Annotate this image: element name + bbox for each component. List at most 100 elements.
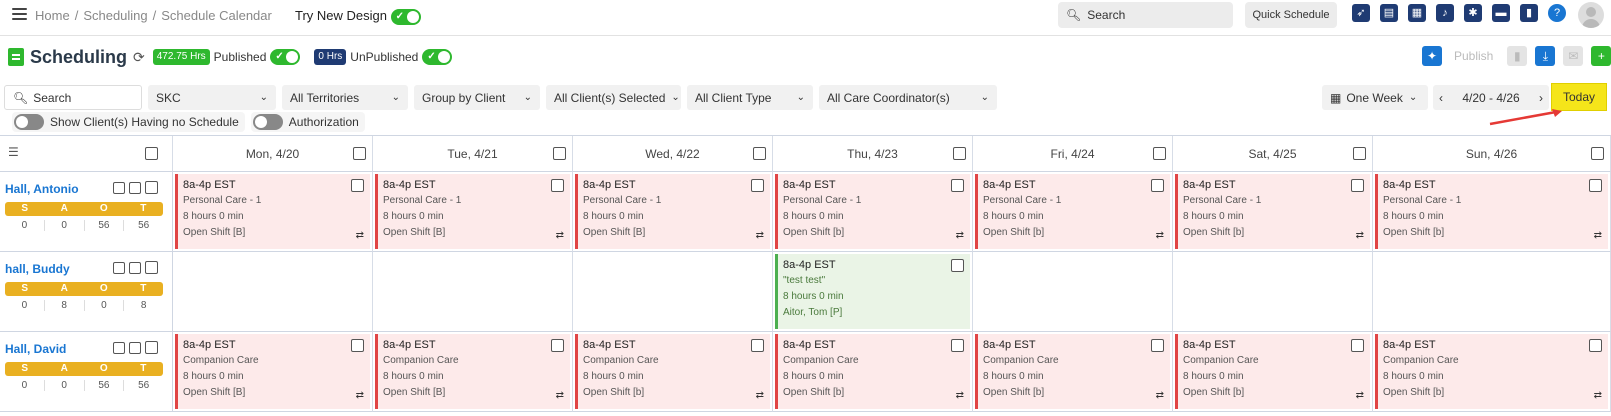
calendar-edit-icon[interactable] [113,181,125,194]
swap-icon[interactable]: ⇄ [755,390,764,401]
open-shift-card[interactable]: 8a-4p EST Personal Care - 1 8 hours 0 min O… [175,174,370,249]
sparkle-icon[interactable]: ✦ [1422,46,1442,66]
day-select-checkbox[interactable] [1353,147,1366,160]
download-icon[interactable]: ⤓ [1535,46,1556,66]
client-name-link[interactable]: hall, Buddy [5,262,70,276]
add-icon[interactable]: + [1591,46,1611,66]
assigned-shift-card[interactable]: 8a-4p EST "test test" 8 hours 0 min Aitor, … [775,254,970,329]
open-shift-card[interactable]: 8a-4p EST Personal Care - 1 8 hours 0 min O… [975,174,1170,249]
calendar-icon[interactable]: ▦ [1408,4,1426,22]
swap-icon[interactable]: ⇄ [1355,230,1364,241]
swap-icon[interactable]: ⇄ [555,390,564,401]
open-shift-card[interactable]: 8a-4p EST Personal Care - 1 8 hours 0 min O… [375,174,570,249]
open-shift-card[interactable]: 8a-4p EST Personal Care - 1 8 hours 0 min O… [1175,174,1370,249]
published-toggle[interactable]: ✓ [270,49,301,65]
open-shift-card[interactable]: 8a-4p EST Companion Care 8 hours 0 min Open… [975,334,1170,409]
swap-icon[interactable]: ⇄ [1155,230,1164,241]
open-shift-card[interactable]: 8a-4p EST Companion Care 8 hours 0 min Open… [375,334,570,409]
client-name-link[interactable]: Hall, Antonio [5,182,79,196]
territories-select[interactable]: All Territories ⌄ [282,85,408,110]
avatar[interactable] [1578,2,1604,28]
care-coordinator-select[interactable]: All Care Coordinator(s) ⌄ [819,85,997,110]
swap-icon[interactable]: ⇄ [955,390,964,401]
copy-icon[interactable]: ▮ [1507,46,1528,66]
shift-select-checkbox[interactable] [351,179,364,192]
document-icon[interactable]: ▤ [1380,4,1398,22]
shift-select-checkbox[interactable] [1151,339,1164,352]
client-select-checkbox[interactable] [145,261,158,274]
shift-select-checkbox[interactable] [1151,179,1164,192]
try-new-design-toggle[interactable]: ✓ [390,8,421,25]
shift-select-checkbox[interactable] [551,339,564,352]
open-shift-card[interactable]: 8a-4p EST Companion Care 8 hours 0 min Open… [1375,334,1608,409]
document-icon[interactable] [129,181,141,194]
client-search-input[interactable]: 🔍︎ Search [4,85,142,110]
day-select-checkbox[interactable] [553,147,566,160]
quick-schedule-button[interactable]: Quick Schedule [1245,2,1337,28]
top-search-input[interactable]: 🔍︎ Search [1058,2,1233,28]
shift-select-checkbox[interactable] [951,339,964,352]
day-select-checkbox[interactable] [953,147,966,160]
calendar-edit-icon[interactable] [113,341,125,354]
show-no-schedule-toggle[interactable] [14,114,44,130]
breadcrumb-scheduling[interactable]: Scheduling [83,8,148,23]
group-by-select[interactable]: Group by Client ⌄ [414,85,540,110]
shift-select-checkbox[interactable] [751,179,764,192]
calendar-edit-icon[interactable] [113,261,125,274]
select-all-checkbox[interactable] [145,147,158,160]
swap-icon[interactable]: ⇄ [955,230,964,241]
chevron-left-icon[interactable]: ‹ [1439,90,1443,105]
chevron-right-icon[interactable]: › [1539,90,1543,105]
document-icon[interactable] [129,341,141,354]
swap-icon[interactable]: ⇄ [555,230,564,241]
client-type-select[interactable]: All Client Type ⌄ [687,85,813,110]
open-shift-card[interactable]: 8a-4p EST Companion Care 8 hours 0 min Open… [1175,334,1370,409]
day-select-checkbox[interactable] [1153,147,1166,160]
publish-button[interactable]: Publish [1454,49,1494,63]
client-name-link[interactable]: Hall, David [5,342,67,356]
shift-select-checkbox[interactable] [1351,179,1364,192]
refresh-icon[interactable]: ⟳ [133,48,145,65]
swap-icon[interactable]: ⇄ [755,230,764,241]
open-shift-card[interactable]: 8a-4p EST Personal Care - 1 8 hours 0 min O… [775,174,970,249]
breadcrumb-home[interactable]: Home [35,8,70,23]
document-icon[interactable] [129,261,141,274]
view-select[interactable]: ▦ One Week ⌄ [1322,85,1428,110]
client-select-checkbox[interactable] [145,341,158,354]
sort-icon[interactable]: ☰ [8,145,19,159]
bell-icon[interactable]: ♪ [1436,4,1454,22]
shift-select-checkbox[interactable] [951,179,964,192]
rocket-icon[interactable]: ➶ [1352,4,1370,22]
swap-icon[interactable]: ⇄ [355,390,364,401]
swap-icon[interactable]: ⇄ [1355,390,1364,401]
shift-select-checkbox[interactable] [751,339,764,352]
shift-select-checkbox[interactable] [351,339,364,352]
shift-select-checkbox[interactable] [1589,339,1602,352]
swap-icon[interactable]: ⇄ [1593,390,1602,401]
authorization-toggle[interactable] [252,114,283,130]
breadcrumb-schedule-calendar[interactable]: Schedule Calendar [161,8,272,23]
open-shift-card[interactable]: 8a-4p EST Companion Care 8 hours 0 min Open… [775,334,970,409]
bookmark-icon[interactable]: ▮ [1520,4,1538,22]
swap-icon[interactable]: ⇄ [355,230,364,241]
shift-select-checkbox[interactable] [951,259,964,272]
open-shift-card[interactable]: 8a-4p EST Companion Care 8 hours 0 min Open… [575,334,770,409]
shift-select-checkbox[interactable] [1589,179,1602,192]
today-button[interactable]: Today [1551,83,1607,111]
client-select-checkbox[interactable] [145,181,158,194]
clients-select[interactable]: All Client(s) Selected ⌄ [546,85,681,110]
gear-icon[interactable]: ✱ [1464,4,1482,22]
chat-icon[interactable]: ▬ [1492,4,1510,22]
day-select-checkbox[interactable] [753,147,766,160]
menu-icon[interactable] [12,8,27,20]
help-icon[interactable]: ? [1548,4,1566,22]
shift-select-checkbox[interactable] [1351,339,1364,352]
swap-icon[interactable]: ⇄ [1593,230,1602,241]
shift-select-checkbox[interactable] [551,179,564,192]
swap-icon[interactable]: ⇄ [1155,390,1164,401]
open-shift-card[interactable]: 8a-4p EST Companion Care 8 hours 0 min Open… [175,334,370,409]
open-shift-card[interactable]: 8a-4p EST Personal Care - 1 8 hours 0 min O… [1375,174,1608,249]
day-select-checkbox[interactable] [353,147,366,160]
unpublished-toggle[interactable]: ✓ [422,49,453,65]
day-select-checkbox[interactable] [1591,147,1604,160]
